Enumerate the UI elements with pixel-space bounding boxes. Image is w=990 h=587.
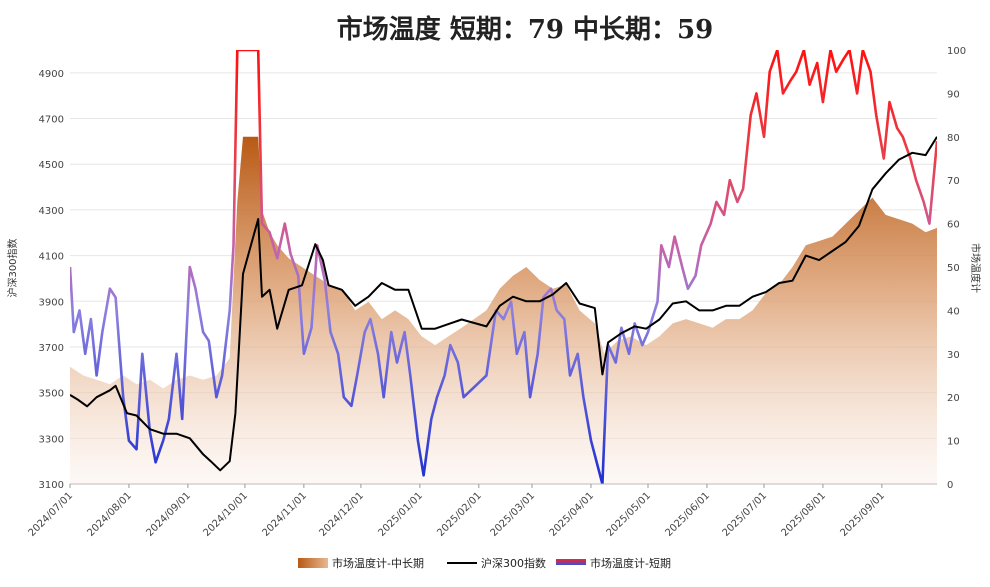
legend-item-medium-term[interactable]: 市场温度计-中长期 (298, 556, 424, 570)
right-tick-label: 100 (947, 46, 966, 57)
series-line-hs300 (70, 136, 937, 472)
legend-swatch-medium-term (298, 558, 328, 568)
right-tick-label: 0 (947, 480, 953, 491)
x-tick-label: 2025/03/01 (489, 490, 538, 539)
x-tick-label: 2025/01/01 (376, 490, 425, 539)
x-tick-label: 2025/05/01 (605, 490, 654, 539)
legend-label-medium-term: 市场温度计-中长期 (332, 556, 424, 570)
right-tick-label: 10 (947, 437, 960, 448)
x-tick-label: 2024/12/01 (317, 490, 366, 539)
x-tick-label: 2025/06/01 (664, 490, 713, 539)
left-tick-label: 4100 (39, 252, 64, 263)
x-axis-ticks: 2024/07/01 2024/08/01 2024/09/01 2024/10/01… (27, 484, 887, 539)
left-tick-label: 3900 (39, 297, 64, 308)
legend-label-hs300: 沪深300指数 (481, 556, 546, 570)
right-tick-label: 60 (947, 220, 960, 231)
right-tick-label: 30 (947, 350, 960, 361)
right-tick-label: 90 (947, 89, 960, 100)
x-tick-label: 2024/10/01 (202, 490, 251, 539)
left-tick-label: 4300 (39, 206, 64, 217)
left-axis-label: 沪深300指数 (6, 238, 19, 297)
x-tick-label: 2025/08/01 (780, 490, 829, 539)
left-tick-label: 4500 (39, 160, 64, 171)
x-tick-label: 2025/02/01 (435, 490, 484, 539)
left-tick-label: 3700 (39, 343, 64, 354)
x-tick-label: 2024/08/01 (86, 490, 135, 539)
x-tick-label: 2025/09/01 (838, 490, 887, 539)
legend-swatch-short-term (556, 559, 586, 565)
x-tick-label: 2024/09/01 (144, 490, 193, 539)
chart-title: 市场温度 短期：79 中长期：59 (337, 14, 713, 45)
x-tick-label: 2025/07/01 (721, 490, 770, 539)
x-tick-label: 2025/04/01 (548, 490, 597, 539)
series-line-short-term (70, 50, 937, 484)
right-tick-label: 70 (947, 176, 960, 187)
plot-area (70, 50, 937, 484)
right-tick-label: 80 (947, 133, 960, 144)
right-tick-label: 40 (947, 306, 960, 317)
right-tick-label: 20 (947, 393, 960, 404)
left-tick-label: 3300 (39, 434, 64, 445)
right-axis-label: 市场温度计 (969, 243, 982, 293)
x-tick-label: 2024/07/01 (27, 490, 76, 539)
left-y-axis-ticks: 3100 3300 3500 3700 3900 4100 4300 4500 4700 4900 (39, 69, 64, 491)
left-tick-label: 3100 (39, 480, 64, 491)
legend: 市场温度计-中长期 沪深300指数 市场温度计-短期 (298, 556, 671, 570)
left-tick-label: 3500 (39, 389, 64, 400)
series-area-medium-term (70, 136, 937, 484)
left-tick-label: 4700 (39, 115, 64, 126)
legend-item-hs300[interactable]: 沪深300指数 (447, 556, 546, 570)
right-y-axis-ticks: 0 10 20 30 40 50 60 70 80 90 100 (947, 46, 966, 491)
right-tick-label: 50 (947, 263, 960, 274)
x-tick-label: 2024/11/01 (260, 490, 309, 539)
legend-label-short-term: 市场温度计-短期 (590, 556, 671, 570)
left-tick-label: 4900 (39, 69, 64, 80)
legend-item-short-term[interactable]: 市场温度计-短期 (556, 556, 671, 570)
